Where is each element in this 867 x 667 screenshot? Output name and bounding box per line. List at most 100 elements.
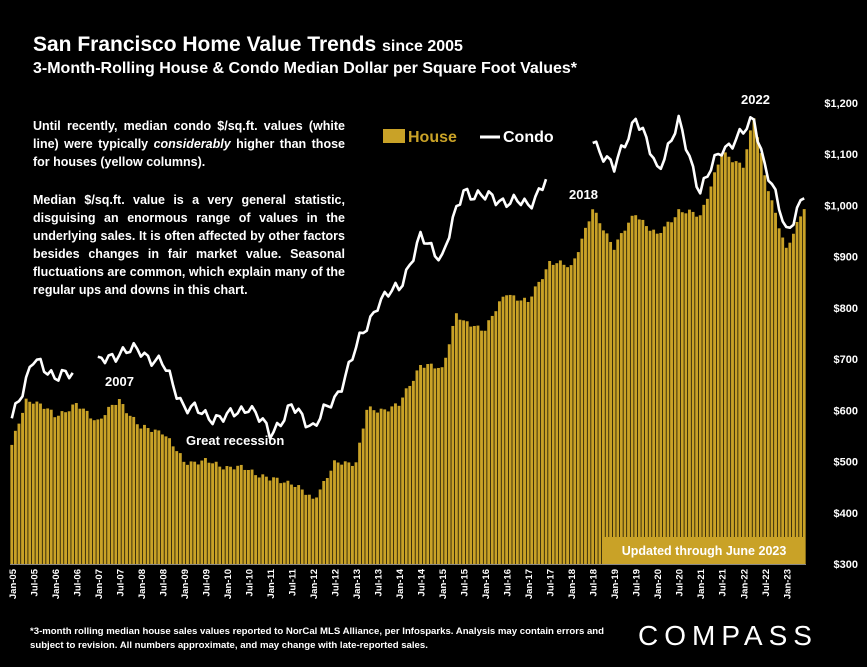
house-bar [598, 223, 602, 564]
house-bar [311, 498, 315, 564]
chart-title-suffix: since 2005 [381, 38, 463, 55]
house-bar [634, 215, 638, 564]
house-bar [709, 186, 713, 565]
y-tick-label: $700 [834, 354, 858, 366]
x-tick-label: Jul-21 [718, 568, 729, 596]
house-bar [763, 175, 767, 564]
house-bar [92, 420, 96, 564]
house-bar [648, 230, 652, 564]
house-bar [433, 368, 437, 564]
house-bar [333, 460, 336, 564]
house-bar [497, 301, 501, 564]
house-bar [530, 296, 534, 564]
house-bar [451, 325, 455, 564]
house-bar [558, 260, 562, 564]
x-tick-label: Jan-12 [309, 569, 320, 599]
house-bar [716, 164, 720, 564]
house-bar [573, 258, 577, 564]
x-tick-label: Jan-17 [524, 569, 535, 599]
house-bar [110, 404, 114, 564]
house-bar [544, 269, 548, 564]
house-bar [623, 230, 627, 565]
house-bar [340, 464, 344, 564]
house-bar [397, 405, 401, 564]
house-bar [548, 261, 552, 564]
house-bar [168, 438, 172, 564]
house-bar [361, 428, 365, 564]
house-bar [10, 444, 14, 564]
house-bar [347, 462, 351, 564]
house-bar [688, 209, 691, 564]
house-bar [415, 370, 419, 564]
house-bar [505, 295, 509, 564]
house-bar [164, 436, 168, 564]
house-bar [519, 300, 523, 564]
description-text: Until recently, median condo $/sq.ft. va… [33, 119, 345, 151]
x-tick-label: Jul-06 [72, 569, 83, 596]
house-bar [182, 461, 186, 564]
house-bar [494, 311, 498, 564]
house-bar [132, 416, 136, 564]
house-bar [487, 320, 491, 564]
house-bar [293, 486, 297, 564]
footnote: *3-month rolling median house sales valu… [30, 626, 604, 651]
house-bar [745, 149, 749, 564]
house-bar [440, 367, 444, 564]
house-bar [627, 222, 630, 564]
update-badge-label: Updated through June 2023 [622, 544, 787, 558]
y-tick-label: $1,200 [824, 98, 858, 110]
house-bar [437, 367, 440, 564]
house-bar [78, 408, 82, 564]
house-bar [723, 152, 727, 564]
house-bar [193, 461, 197, 564]
house-bar [411, 380, 415, 564]
house-bar [788, 242, 792, 564]
house-bar [232, 469, 236, 564]
house-bar [469, 326, 473, 564]
house-bar [784, 247, 788, 565]
house-bar [480, 330, 483, 564]
house-bar [275, 477, 279, 564]
house-bar [408, 385, 412, 564]
house-bar [476, 325, 480, 564]
house-bar [562, 264, 566, 564]
house-bar [153, 429, 157, 564]
house-bar [42, 408, 46, 564]
house-bar [21, 412, 24, 564]
house-bar [454, 313, 458, 564]
house-bar [662, 226, 666, 565]
house-bar [307, 494, 311, 564]
house-bar [196, 464, 200, 564]
house-bar [290, 484, 293, 564]
house-bar [376, 412, 379, 564]
house-bar [727, 156, 731, 564]
house-bar [60, 411, 64, 564]
condo-line-segment [97, 178, 548, 440]
house-bar [483, 330, 487, 564]
house-bar [99, 418, 103, 564]
x-tick-label: Jan-18 [567, 569, 578, 599]
house-bar [523, 297, 526, 564]
house-bar [748, 130, 752, 564]
house-bar [566, 267, 570, 564]
annotation-great-recession: Great recession [186, 433, 284, 448]
annotation-2018: 2018 [569, 187, 598, 202]
house-bar [125, 413, 128, 564]
y-tick-label: $300 [834, 559, 858, 571]
house-bar [186, 464, 189, 564]
house-bar [702, 204, 706, 564]
house-bar [239, 464, 243, 564]
house-bar [89, 418, 93, 564]
description-paragraph-1: Until recently, median condo $/sq.ft. va… [33, 117, 345, 171]
house-bar [250, 469, 254, 564]
house-bar [304, 494, 308, 564]
x-tick-label: Jan-22 [739, 569, 750, 599]
house-bar [569, 265, 573, 564]
house-bar [236, 465, 240, 564]
x-axis: Jan-05 Jul-05 Jan-06 Jul-06 Jan-07 Jul-07 Jan-… [8, 564, 806, 599]
house-bar [350, 465, 354, 564]
y-tick-label: $500 [834, 457, 858, 469]
annotation-2022: 2022 [741, 92, 770, 107]
house-bar [264, 476, 268, 564]
house-bar [247, 470, 250, 564]
